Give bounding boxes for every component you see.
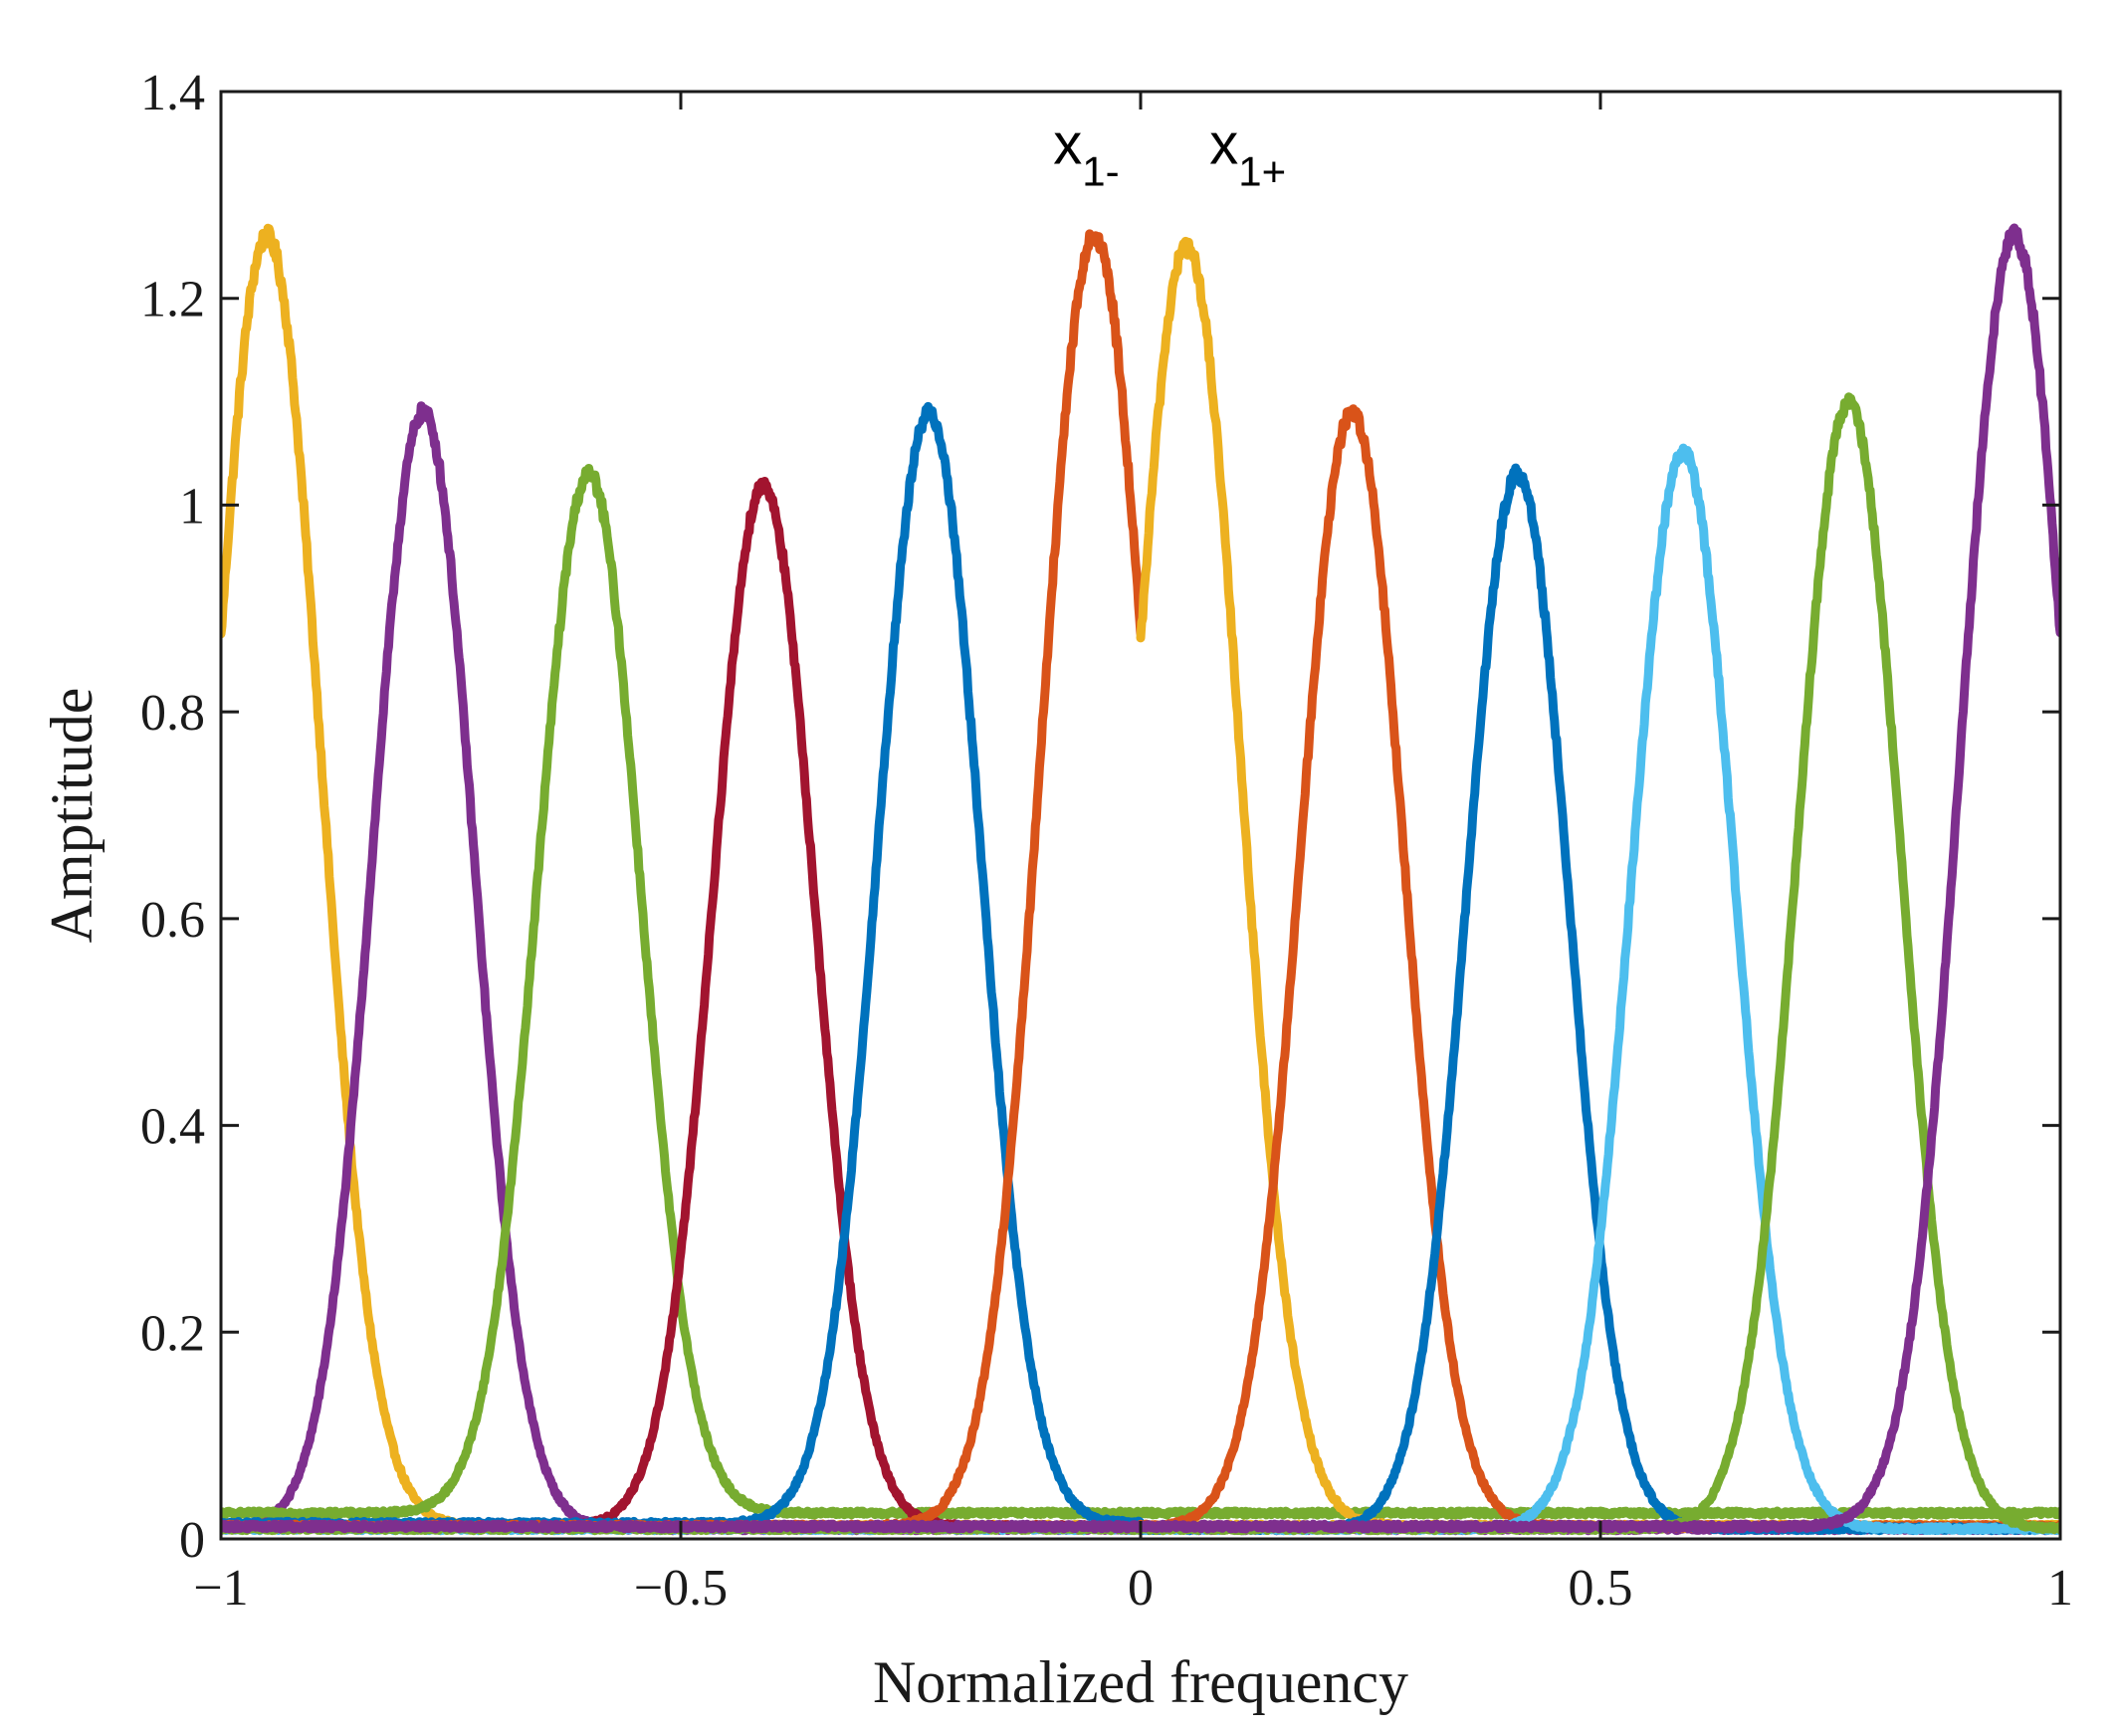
x-tick-label-0: −1: [193, 1560, 248, 1617]
y-tick-label-5: 1: [179, 478, 205, 535]
annotation-1: x1+: [1209, 112, 1286, 195]
y-tick-label-6: 1.2: [140, 272, 205, 328]
y-tick-label-7: 1.4: [140, 65, 205, 121]
series-line-peak-3: [221, 464, 2060, 1520]
annotation-0: x1-: [1053, 112, 1119, 195]
x-tick-label-4: 1: [2047, 1560, 2073, 1617]
tick-layer: −1 −0.5 0 0.5 1 0 0.2 0.4 0.6 0.8 1 1.2 1.4: [140, 65, 2073, 1617]
y-tick-label-0: 0: [179, 1512, 205, 1569]
y-tick-label-1: 0.2: [140, 1305, 205, 1362]
y-axis-label: Amptitude: [39, 688, 105, 944]
annotation-layer: x1- x1+: [1053, 112, 1286, 195]
y-tick-label-4: 0.8: [140, 685, 205, 742]
x-tick-label-1: −0.5: [634, 1560, 728, 1617]
y-tick-label-3: 0.6: [140, 892, 205, 949]
x-tick-label-3: 0.5: [1569, 1560, 1633, 1617]
x-axis-label: Normalized frequency: [873, 1649, 1408, 1715]
y-tick-label-2: 0.4: [140, 1099, 205, 1156]
x-tick-label-2: 0: [1128, 1560, 1154, 1617]
